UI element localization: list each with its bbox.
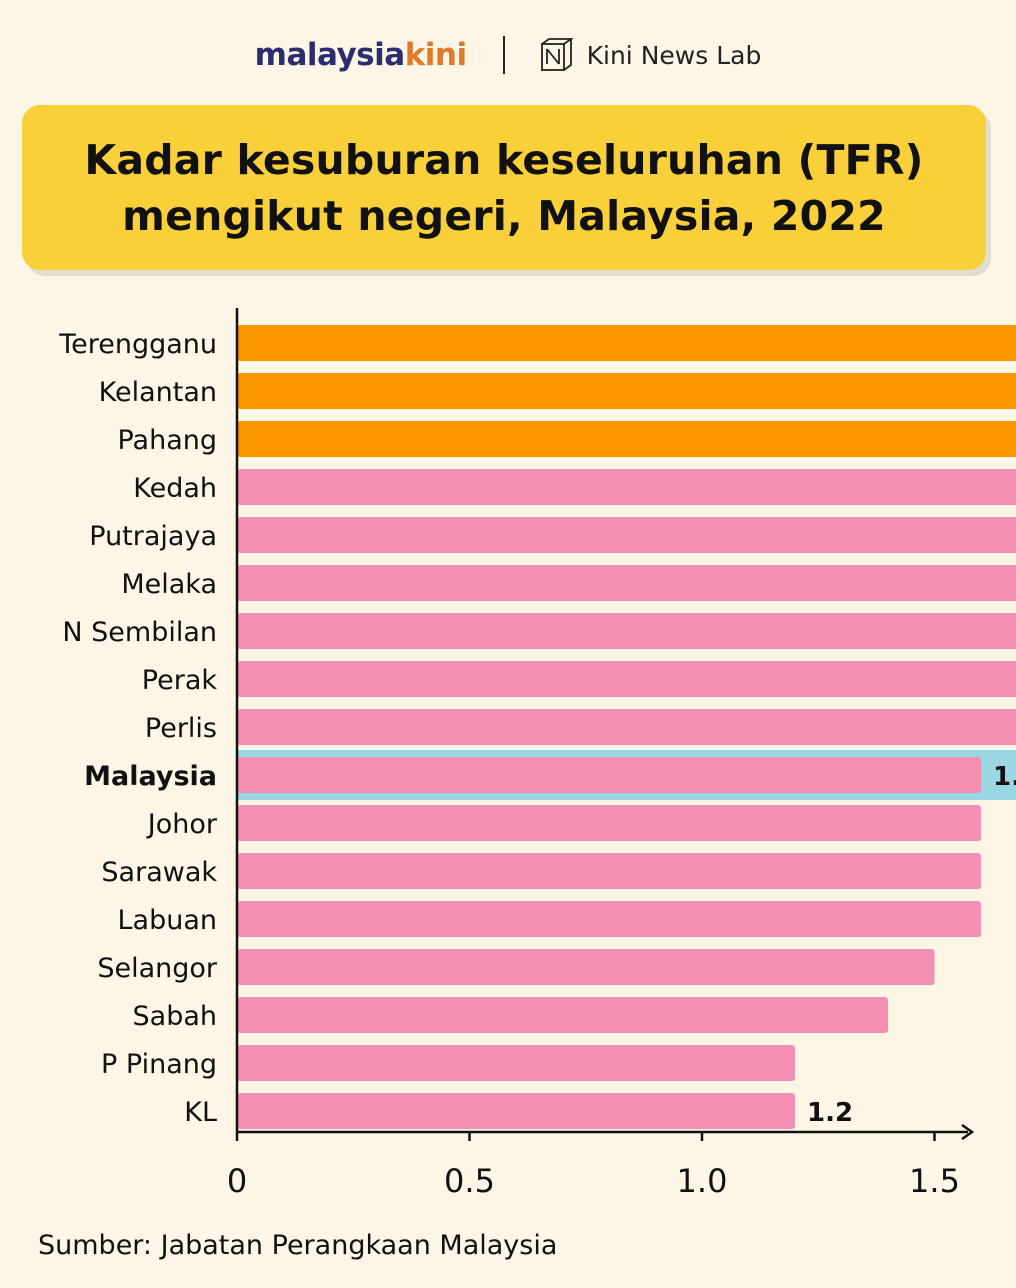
category-label: Terengganu xyxy=(58,329,217,360)
bar-selangor xyxy=(237,949,935,985)
bar-johor xyxy=(237,805,981,841)
bar-pahang xyxy=(237,421,1016,457)
malaysiakini-logo: malaysiakini xyxy=(254,37,467,73)
bar-terengganu xyxy=(237,325,1016,361)
data-label: 1.6 xyxy=(993,762,1016,792)
bar-n-sembilan xyxy=(237,613,1016,649)
title-line-1: Kadar kesuburan keseluruhan (TFR) xyxy=(84,135,924,184)
x-axis-arrow xyxy=(961,1123,975,1141)
kini-news-lab-cube-icon xyxy=(540,38,574,71)
bar-perak xyxy=(237,661,1016,697)
bar-kelantan xyxy=(237,373,1016,409)
title-line-2: mengikut negeri, Malaysia, 2022 xyxy=(122,191,886,240)
bar-malaysia xyxy=(237,757,981,793)
bar-kedah xyxy=(237,469,1016,505)
category-label: Pahang xyxy=(117,425,217,456)
x-tick-label: 1.5 xyxy=(909,1162,960,1200)
category-label: P Pinang xyxy=(101,1049,217,1080)
source-note: Sumber: Jabatan Perangkaan Malaysia xyxy=(38,1230,558,1261)
data-label: 1.2 xyxy=(807,1098,853,1128)
x-tick-label: 0 xyxy=(227,1162,247,1200)
category-label: Putrajaya xyxy=(89,521,217,552)
bar-kl xyxy=(237,1093,795,1129)
category-label: Selangor xyxy=(97,953,218,984)
title-banner: Kadar kesuburan keseluruhan (TFR) mengik… xyxy=(22,105,986,270)
x-tick-label: 1.0 xyxy=(677,1162,728,1200)
bar-p-pinang xyxy=(237,1045,795,1081)
x-tick-label: 0.5 xyxy=(444,1162,495,1200)
category-label: KL xyxy=(184,1097,217,1128)
bar-sarawak xyxy=(237,853,981,889)
kini-news-lab-logo: Kini News Lab xyxy=(539,37,761,73)
category-label: Kelantan xyxy=(99,377,217,408)
category-label: Perak xyxy=(142,665,218,696)
category-label: Johor xyxy=(146,809,218,840)
category-label: N Sembilan xyxy=(62,617,217,648)
category-label: Labuan xyxy=(118,905,218,936)
bar-putrajaya xyxy=(237,517,1016,553)
category-label: Kedah xyxy=(133,473,217,504)
brand-divider xyxy=(502,36,505,74)
bar-melaka xyxy=(237,565,1016,601)
bar-perlis xyxy=(237,709,1016,745)
category-label: Melaka xyxy=(121,569,217,600)
brand-header: malaysiakini Kini News Lab xyxy=(0,30,1016,80)
category-label: Sabah xyxy=(133,1001,217,1032)
bar-labuan xyxy=(237,901,981,937)
category-label: Malaysia xyxy=(84,761,217,792)
bar-chart: Terengganu Kelantan Pahang Kedah Putrajaya Me… xyxy=(58,308,1016,1200)
category-label: Sarawak xyxy=(101,857,217,888)
category-label: Perlis xyxy=(145,713,217,744)
bar-sabah xyxy=(237,997,888,1033)
